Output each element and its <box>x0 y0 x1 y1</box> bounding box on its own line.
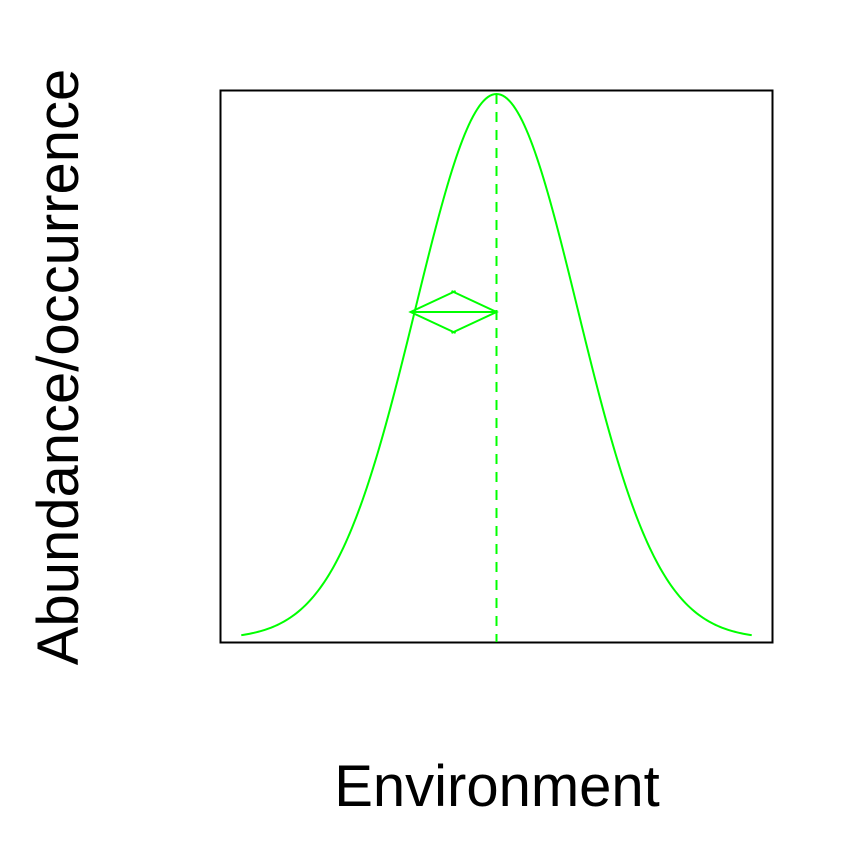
tolerance-arrow-head-right <box>451 290 499 334</box>
x-axis-label: Environment <box>334 754 660 819</box>
y-axis-label: Abundance/occurrence <box>26 69 91 666</box>
plot-frame <box>219 89 774 644</box>
plot-marks <box>241 92 752 642</box>
tolerance-arrow-head-left <box>408 290 457 334</box>
